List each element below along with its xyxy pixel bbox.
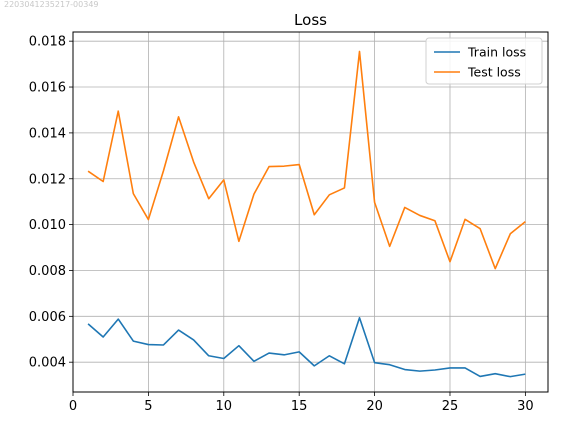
figure-id-label: 2203041235217-00349 xyxy=(4,0,99,9)
y-tick-label: 0.014 xyxy=(29,126,66,141)
x-tick-label: 5 xyxy=(144,399,152,414)
plot-area-frame xyxy=(72,31,549,393)
chart-title: Loss xyxy=(294,11,327,29)
x-axis: 0 5 10 15 20 25 30 xyxy=(69,392,534,414)
x-tick-label: 25 xyxy=(442,399,459,414)
y-tick-label: 0.006 xyxy=(29,310,66,325)
y-tick-label: 0.012 xyxy=(29,172,66,187)
x-tick-label: 15 xyxy=(291,399,308,414)
y-tick-label: 0.004 xyxy=(29,356,66,371)
legend: Train loss Test loss xyxy=(425,37,543,85)
x-tick-label: 0 xyxy=(69,399,77,414)
y-tick-label: 0.008 xyxy=(29,264,66,279)
y-tick-label: 0.016 xyxy=(29,81,66,96)
legend-label: Train loss xyxy=(467,45,526,60)
legend-label: Test loss xyxy=(467,65,521,80)
y-tick-label: 0.010 xyxy=(29,218,66,233)
series-line-test-loss xyxy=(87,50,526,270)
series-lines xyxy=(87,50,526,378)
y-tick-label: 0.018 xyxy=(29,35,66,50)
x-tick-label: 20 xyxy=(366,399,383,414)
series-line-train-loss xyxy=(87,316,526,378)
x-tick-label: 10 xyxy=(216,399,233,414)
y-axis: 0.004 0.006 0.008 0.010 0.012 0.014 0.016 0.018 xyxy=(29,35,73,371)
x-tick-label: 30 xyxy=(517,399,534,414)
grid-lines xyxy=(72,32,548,392)
